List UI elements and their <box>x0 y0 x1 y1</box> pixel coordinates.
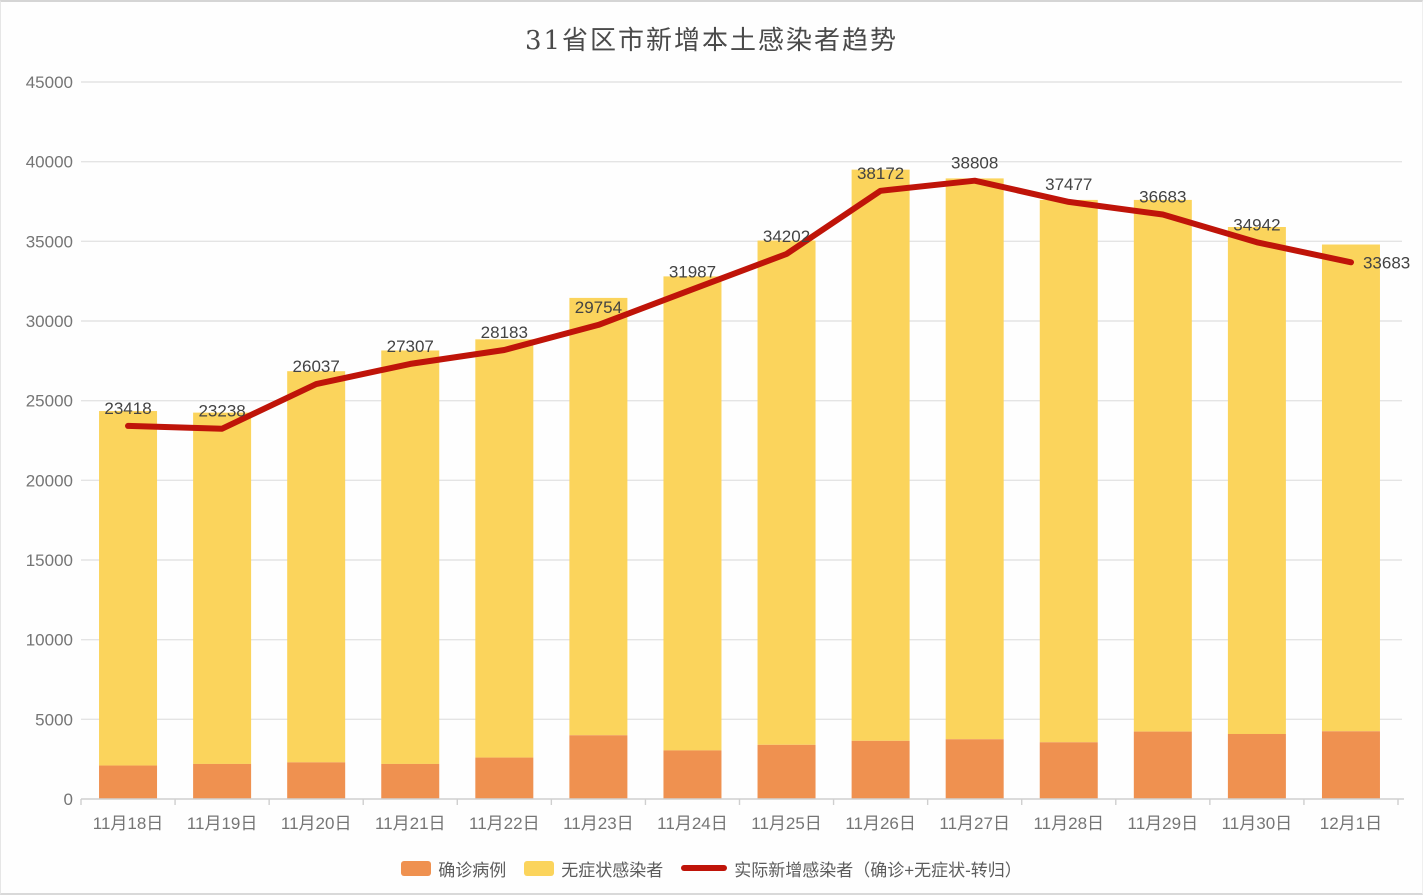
legend-swatch-asymptomatic <box>524 860 555 876</box>
legend-swatch-trend-line <box>681 865 728 871</box>
trend-line <box>125 177 1354 432</box>
data-label: 36683 <box>1139 188 1186 207</box>
bar-asymptomatic <box>757 240 816 745</box>
x-axis-label: 11月28日 <box>1033 814 1104 833</box>
bar-confirmed <box>475 757 534 799</box>
bar-asymptomatic <box>945 178 1004 740</box>
y-axis-label: 10000 <box>26 631 73 650</box>
legend-label-actual-new: 实际新增感染者（确诊+无症状-转归） <box>734 860 1022 880</box>
bar-confirmed <box>1039 742 1098 799</box>
bar-asymptomatic <box>1133 199 1192 732</box>
bar-confirmed <box>381 763 440 799</box>
bar-confirmed <box>945 739 1004 799</box>
x-axis-label: 11月25日 <box>751 814 822 833</box>
y-axis-label: 20000 <box>26 471 73 490</box>
bar-asymptomatic <box>1039 199 1098 743</box>
y-axis-label: 15000 <box>26 551 73 570</box>
y-axis-label: 0 <box>64 790 73 809</box>
bar-asymptomatic <box>1321 244 1380 732</box>
y-axis-label: 35000 <box>26 232 73 251</box>
bar-confirmed <box>287 762 346 799</box>
data-label: 31987 <box>669 262 716 281</box>
bar-asymptomatic <box>569 297 628 736</box>
data-label: 26037 <box>293 357 340 376</box>
x-axis-label: 11月24日 <box>657 814 728 833</box>
x-axis-label: 12月1日 <box>1320 814 1382 833</box>
bar-confirmed <box>1133 731 1192 799</box>
x-axis-label: 11月30日 <box>1222 814 1293 833</box>
legend-label-confirmed: 确诊病例 <box>438 860 507 880</box>
bar-asymptomatic <box>663 276 722 751</box>
bar-confirmed <box>757 744 816 799</box>
data-label: 37477 <box>1045 175 1092 194</box>
y-axis-label: 30000 <box>26 312 73 331</box>
x-axis-label: 11月26日 <box>845 814 916 833</box>
data-label: 28183 <box>481 323 528 342</box>
data-label: 38172 <box>857 164 904 183</box>
x-axis-label: 11月19日 <box>187 814 258 833</box>
bar-confirmed <box>851 740 910 799</box>
data-label: 29754 <box>575 298 622 317</box>
bar-asymptomatic <box>1227 226 1286 734</box>
bar-confirmed <box>99 765 158 799</box>
x-axis-label: 11月22日 <box>469 814 540 833</box>
legend-item-asymptomatic: 无症状感染者 <box>524 856 663 881</box>
bar-asymptomatic <box>851 169 910 741</box>
bar-asymptomatic <box>475 339 534 758</box>
y-axis-label: 25000 <box>26 392 73 411</box>
data-label: 27307 <box>387 337 434 356</box>
data-label: 23418 <box>104 399 151 418</box>
bar-asymptomatic <box>381 350 440 764</box>
data-label: 34942 <box>1233 215 1280 234</box>
data-label: 38808 <box>951 154 998 173</box>
x-axis-label: 11月18日 <box>93 814 164 833</box>
y-axis-label: 5000 <box>35 710 73 729</box>
bar-asymptomatic <box>193 412 252 764</box>
data-label: 23238 <box>198 402 245 421</box>
bar-confirmed <box>663 750 722 799</box>
x-axis-label: 11月21日 <box>375 814 446 833</box>
legend: 确诊病例 无症状感染者 实际新增感染者（确诊+无症状-转归） <box>1 852 1422 884</box>
bar-asymptomatic <box>287 371 346 763</box>
bar-asymptomatic <box>99 411 158 766</box>
bar-confirmed <box>1227 733 1286 799</box>
bar-confirmed <box>193 763 252 799</box>
x-axis-label: 11月23日 <box>563 814 634 833</box>
legend-swatch-confirmed <box>401 860 432 876</box>
x-axis-label: 11月29日 <box>1128 814 1199 833</box>
legend-item-confirmed: 确诊病例 <box>401 856 506 881</box>
chart-title: 31省区市新增本土感染者趋势 <box>524 26 899 56</box>
x-axis-label: 11月20日 <box>281 814 352 833</box>
data-label: 34202 <box>763 227 810 246</box>
legend-label-asymptomatic: 无症状感染者 <box>561 860 664 880</box>
data-label: 33683 <box>1363 253 1410 272</box>
legend-item-actual-new-line: 实际新增感染者（确诊+无症状-转归） <box>681 856 1022 881</box>
bar-confirmed <box>569 735 628 799</box>
x-axis-label: 11月27日 <box>939 814 1010 833</box>
y-axis-label: 40000 <box>26 153 73 172</box>
y-axis-label: 45000 <box>26 73 73 92</box>
bar-confirmed <box>1321 731 1380 799</box>
